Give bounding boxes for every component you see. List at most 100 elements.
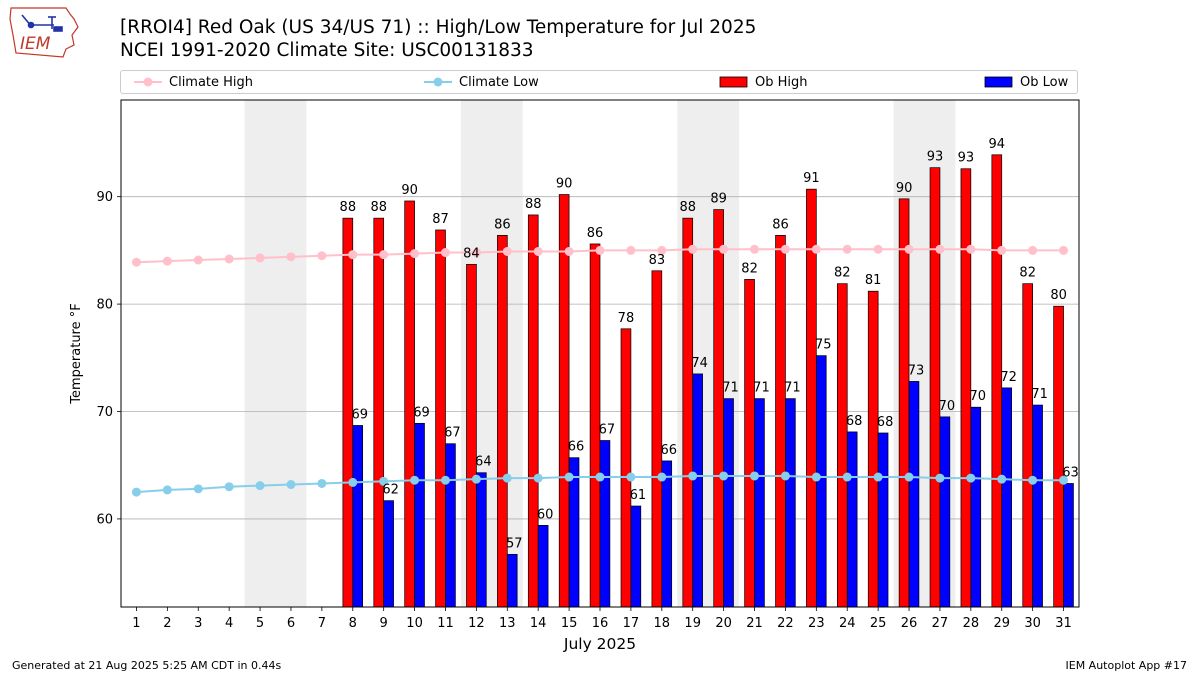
ob-low-bar	[723, 398, 734, 608]
ob-low-value-label: 66	[568, 440, 585, 455]
climate-high-point	[131, 257, 141, 267]
ob-low-swatch-icon	[984, 76, 1013, 88]
climate-high-point	[688, 244, 698, 254]
ob-high-value-label: 78	[618, 311, 635, 326]
climate-high-point	[1028, 245, 1038, 255]
climate-low-point	[533, 473, 543, 483]
x-tick-label: 25	[870, 616, 887, 631]
climate-low-point	[935, 473, 945, 483]
x-tick-label: 6	[287, 616, 295, 631]
climate-high-line	[136, 248, 1064, 264]
climate-high-point	[564, 246, 574, 256]
climate-low-point	[997, 474, 1007, 484]
climate-low-point	[502, 473, 512, 483]
x-tick-label: 24	[839, 616, 856, 631]
climate-high-point	[719, 244, 729, 254]
climate-high-point	[162, 256, 172, 266]
ob-low-bar	[414, 422, 425, 608]
legend-label-climate-high: Climate High	[169, 74, 254, 90]
x-tick-label: 14	[530, 616, 547, 631]
ob-low-bar	[785, 398, 796, 608]
ob-high-value-label: 88	[525, 197, 542, 212]
ob-low-value-label: 67	[599, 423, 616, 438]
ob-low-bar	[1063, 483, 1074, 608]
ob-high-value-label: 90	[896, 181, 913, 196]
legend-item-climate-high: Climate High	[133, 71, 253, 93]
ob-low-value-label: 68	[846, 414, 863, 429]
ob-high-value-label: 81	[865, 273, 882, 288]
climate-low-point	[657, 472, 667, 482]
x-tick-label: 9	[380, 616, 388, 631]
ob-high-bar	[342, 217, 354, 608]
ob-high-bar	[620, 328, 632, 608]
climate-high-point	[966, 244, 976, 254]
ob-high-bar	[589, 243, 601, 608]
ob-high-bar	[991, 154, 1003, 608]
x-tick-label: 23	[808, 616, 825, 631]
legend-item-ob-high: Ob High	[719, 71, 808, 93]
weekend-shade-band	[893, 100, 956, 607]
ob-low-value-label: 70	[939, 399, 956, 414]
x-tick-label: 16	[592, 616, 609, 631]
climate-low-point	[626, 472, 636, 482]
iem-logo: IEM	[9, 7, 79, 58]
ob-high-bar	[836, 283, 848, 608]
climate-low-point	[904, 472, 914, 482]
ob-high-value-label: 88	[679, 200, 696, 215]
climate-high-point	[286, 252, 296, 262]
ob-high-bar	[744, 279, 755, 608]
climate-low-line	[136, 474, 1064, 494]
ob-high-value-label: 86	[587, 226, 604, 241]
autoplot-app-label: IEM Autoplot App #17	[1065, 659, 1188, 672]
x-tick-label: 18	[654, 616, 671, 631]
ob-high-bar	[713, 209, 724, 608]
climate-high-point	[780, 244, 790, 254]
ob-low-value-label: 62	[382, 483, 399, 498]
climate-low-point	[1028, 475, 1038, 485]
x-tick-label: 15	[561, 616, 578, 631]
climate-low-point	[255, 481, 265, 491]
ob-low-bar	[445, 443, 456, 608]
ob-high-value-label: 94	[989, 137, 1006, 152]
weekend-shade-band	[460, 100, 523, 607]
chart-title-line2: NCEI 1991-2020 Climate Site: USC00131833	[120, 40, 534, 61]
ob-high-value-label: 89	[710, 192, 727, 207]
ob-low-bar	[537, 525, 549, 608]
ob-low-bar	[352, 425, 364, 608]
ob-low-bar	[630, 505, 642, 608]
x-tick-label: 17	[623, 616, 640, 631]
ob-low-value-label: 66	[660, 443, 677, 458]
ob-high-bar	[651, 270, 663, 608]
x-tick-label: 3	[194, 616, 202, 631]
ob-low-value-label: 73	[908, 363, 925, 378]
ob-low-value-label: 75	[815, 338, 832, 353]
ob-low-bar	[476, 472, 487, 608]
ob-low-value-label: 71	[753, 381, 770, 396]
generated-timestamp: Generated at 21 Aug 2025 5:25 AM CDT in …	[12, 659, 282, 672]
x-tick-label: 21	[746, 616, 763, 631]
ob-low-bar	[846, 431, 858, 608]
climate-high-point	[904, 244, 914, 254]
x-tick-label: 31	[1055, 616, 1072, 631]
ob-high-bar	[373, 217, 385, 608]
x-tick-label: 26	[901, 616, 918, 631]
x-tick-label: 19	[684, 616, 701, 631]
ob-low-bar	[568, 457, 580, 608]
ob-high-value-label: 93	[927, 150, 944, 165]
ob-low-value-label: 64	[475, 455, 492, 470]
climate-low-point	[286, 480, 296, 490]
climate-high-point	[750, 244, 760, 254]
logo-text: IEM	[20, 34, 51, 54]
ob-high-bar	[806, 188, 817, 608]
ob-high-bar	[404, 200, 415, 608]
climate-low-point	[811, 472, 821, 482]
climate-high-point	[224, 254, 234, 264]
x-tick-label: 5	[256, 616, 264, 631]
ob-high-bar	[466, 263, 477, 608]
ob-high-value-label: 82	[741, 261, 758, 276]
legend-item-ob-low: Ob Low	[984, 71, 1068, 93]
ob-high-value-label: 88	[370, 200, 387, 215]
ob-low-value-label: 67	[444, 426, 461, 441]
ob-high-value-label: 82	[834, 266, 851, 281]
